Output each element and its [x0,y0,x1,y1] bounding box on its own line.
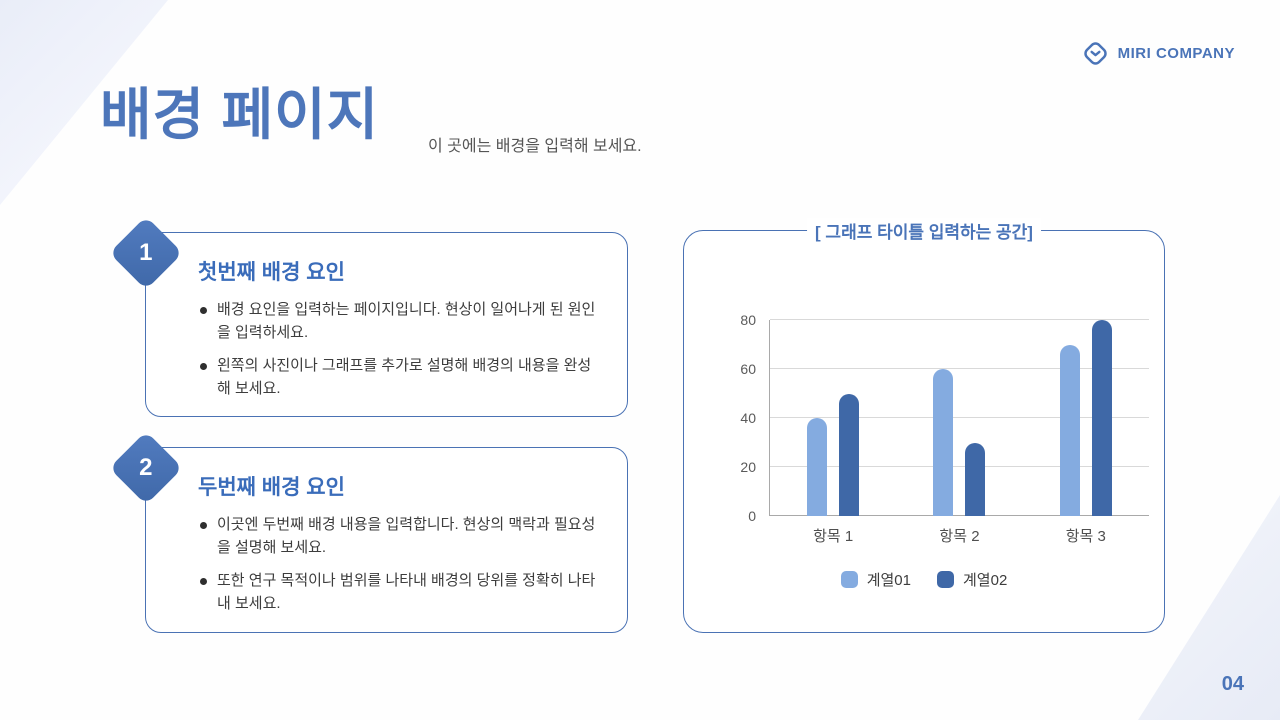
y-axis-tick-label: 80 [740,312,756,328]
bullet-item: 또한 연구 목적이나 범위를 나타내 배경의 당위를 정확히 나타내 보세요. [198,570,599,615]
y-axis-tick-label: 20 [740,459,756,475]
chart-legend: 계열01 계열02 [684,569,1164,590]
gridline [770,417,1149,418]
bar-계열01 [933,369,954,516]
badge-number: 2 [139,453,153,481]
bullet-item: 배경 요인을 입력하는 페이지입니다. 현상이 일어나게 된 원인을 입력하세요… [198,299,599,344]
bar-group: 항목 2 [933,369,986,545]
company-name: MIRI COMPANY [1117,45,1235,62]
gridline [770,515,1149,516]
y-axis-tick-label: 60 [740,361,756,377]
company-logo: MIRI COMPANY [1082,40,1235,67]
bar-계열02 [965,442,986,516]
card-heading: 첫번째 배경 요인 [198,261,345,284]
bar-계열01 [1059,344,1080,516]
bar-chart-plot: 0 20 40 60 80 항목 1 항목 2 항목 3 [740,312,1149,545]
bar-group: 항목 3 [1059,320,1112,545]
y-axis-tick-label: 40 [740,410,756,426]
number-badge-2: 2 [109,431,183,505]
bar-group: 항목 1 [807,393,860,545]
bar-계열02 [1091,320,1112,516]
category-label: 항목 2 [939,528,980,545]
badge-number: 1 [139,238,153,266]
gridline [770,319,1149,320]
gridline [770,368,1149,369]
background-factor-card-2: 2 두번째 배경 요인 이곳엔 두번째 배경 내용을 입력합니다. 현상의 맥락… [109,431,628,633]
legend-item: 계열01 [840,569,911,590]
card-heading: 두번째 배경 요인 [198,476,345,499]
bullet-item: 이곳엔 두번째 배경 내용을 입력합니다. 현상의 맥락과 필요성을 설명해 보… [198,514,599,559]
legend-label: 계열02 [963,572,1008,589]
bullet-item: 왼쪽의 사진이나 그래프를 추가로 설명해 배경의 내용을 완성해 보세요. [198,355,599,400]
y-axis-tick-label: 0 [748,508,756,524]
category-label: 항목 1 [813,528,854,545]
legend-label: 계열01 [866,572,911,589]
bar-계열01 [807,418,828,516]
background-factor-card-1: 1 첫번째 배경 요인 배경 요인을 입력하는 페이지입니다. 현상이 일어나게… [109,216,628,417]
legend-swatch [937,571,954,588]
bar-계열02 [839,393,860,516]
page-title: 배경 페이지 [100,83,380,146]
page-number: 04 [1221,673,1244,695]
card-bullet-list: 배경 요인을 입력하는 페이지입니다. 현상이 일어나게 된 원인을 입력하세요… [198,299,599,400]
legend-item: 계열02 [937,569,1007,590]
page-subtitle: 이 곳에는 배경을 입력해 보세요. [428,138,642,155]
legend-swatch [840,571,858,588]
bar-groups: 항목 1 항목 2 항목 3 [770,320,1149,545]
category-label: 항목 3 [1065,528,1106,545]
chart-title: [ 그래프 타이틀 입력하는 공간] [807,218,1041,243]
number-badge-1: 1 [109,216,183,290]
card-bullet-list: 이곳엔 두번째 배경 내용을 입력합니다. 현상의 맥락과 필요성을 설명해 보… [198,514,599,615]
gridline [770,466,1149,467]
diamond-chevron-logo-icon [1082,40,1109,67]
chart-card: [ 그래프 타이틀 입력하는 공간] 0 20 40 60 80 항목 1 항목 2 항목 3… [683,218,1165,633]
